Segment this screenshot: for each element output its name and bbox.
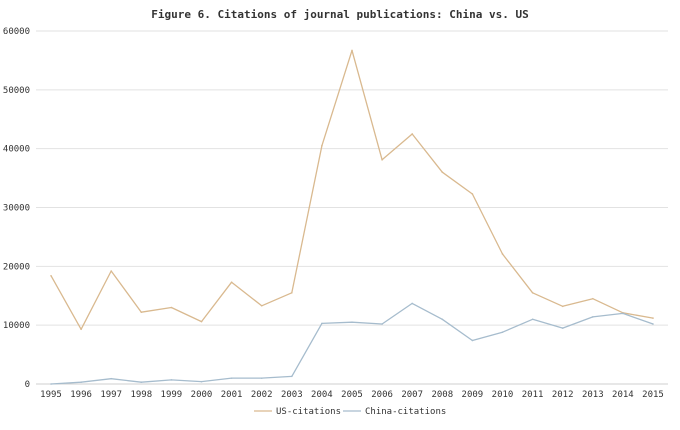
y-axis-tick-labels: 0 10000 20000 30000 40000 50000 60000 <box>3 27 30 390</box>
data-point <box>501 331 504 334</box>
legend: US-citations China-citations <box>254 407 446 417</box>
data-point <box>592 316 594 318</box>
x-tick-label: 2000 <box>191 390 213 400</box>
chart-title: Figure 6. Citations of journal publicati… <box>151 8 529 21</box>
data-point <box>351 321 353 324</box>
data-point <box>652 317 654 319</box>
gridlines <box>36 30 668 385</box>
legend-item-us-citations: US-citations <box>254 407 341 417</box>
data-point <box>140 311 143 314</box>
series-lines <box>50 49 654 385</box>
legend-label: US-citations <box>276 407 341 417</box>
legend-item-china-citations: China-citations <box>343 407 446 417</box>
x-tick-label: 2002 <box>251 390 273 400</box>
data-point <box>291 375 293 378</box>
x-tick-label: 1998 <box>130 390 152 400</box>
data-point <box>622 312 624 315</box>
x-tick-label: 2003 <box>281 390 303 400</box>
data-point <box>471 339 474 342</box>
data-point <box>260 377 263 379</box>
data-point <box>170 379 173 381</box>
data-point <box>441 171 444 173</box>
data-point <box>501 253 504 255</box>
data-point <box>291 292 293 294</box>
x-tick-label: 2009 <box>462 390 484 400</box>
x-tick-label: 2001 <box>221 390 243 400</box>
y-tick-label: 40000 <box>3 145 30 155</box>
series-line-us-citations <box>50 49 654 330</box>
data-point <box>471 193 474 195</box>
data-point <box>321 322 323 325</box>
x-tick-label: 2004 <box>311 390 333 400</box>
x-axis-tick-labels: 1995 1996 1997 1998 1999 2000 2001 2002 2003 2004… <box>40 390 664 400</box>
x-tick-label: 1995 <box>40 390 62 400</box>
y-tick-label: 0 <box>25 380 30 390</box>
x-tick-label: 1996 <box>70 390 92 400</box>
data-point <box>351 49 353 52</box>
x-tick-label: 2010 <box>492 390 514 400</box>
data-point <box>110 377 112 380</box>
y-tick-label: 30000 <box>3 204 30 214</box>
data-point <box>200 380 203 383</box>
x-tick-label: 2007 <box>401 390 423 400</box>
data-point <box>561 327 564 329</box>
x-tick-label: 2006 <box>371 390 393 400</box>
y-tick-label: 50000 <box>3 86 30 96</box>
x-tick-label: 1999 <box>161 390 183 400</box>
data-point <box>50 383 52 385</box>
data-point <box>652 323 654 325</box>
x-tick-label: 2014 <box>612 390 634 400</box>
x-tick-label: 2005 <box>341 390 363 400</box>
data-point <box>80 381 82 384</box>
data-point <box>381 323 383 325</box>
x-tick-label: 2008 <box>431 390 453 400</box>
y-tick-label: 10000 <box>3 321 30 331</box>
data-point <box>592 297 594 300</box>
data-point <box>80 328 82 331</box>
data-point <box>381 159 383 161</box>
data-point <box>170 306 173 309</box>
x-tick-label: 2011 <box>522 390 544 400</box>
data-point <box>441 318 444 321</box>
y-tick-label: 20000 <box>3 262 30 272</box>
data-point <box>531 318 534 321</box>
data-point <box>110 270 112 272</box>
y-tick-label: 60000 <box>3 27 30 37</box>
data-point <box>230 377 233 379</box>
series-line-china-citations <box>50 302 654 385</box>
data-point <box>200 320 203 323</box>
data-point <box>321 144 323 147</box>
data-point <box>230 281 233 284</box>
x-tick-label: 2015 <box>642 390 664 400</box>
data-point <box>140 381 143 384</box>
x-tick-label: 1997 <box>100 390 122 400</box>
legend-label: China-citations <box>365 407 446 417</box>
data-point <box>411 302 414 305</box>
x-tick-label: 2013 <box>582 390 604 400</box>
data-point <box>260 304 263 307</box>
x-tick-label: 2012 <box>552 390 574 400</box>
data-point <box>411 133 414 135</box>
data-point <box>50 274 52 277</box>
data-point <box>531 292 534 294</box>
data-point <box>561 305 564 308</box>
